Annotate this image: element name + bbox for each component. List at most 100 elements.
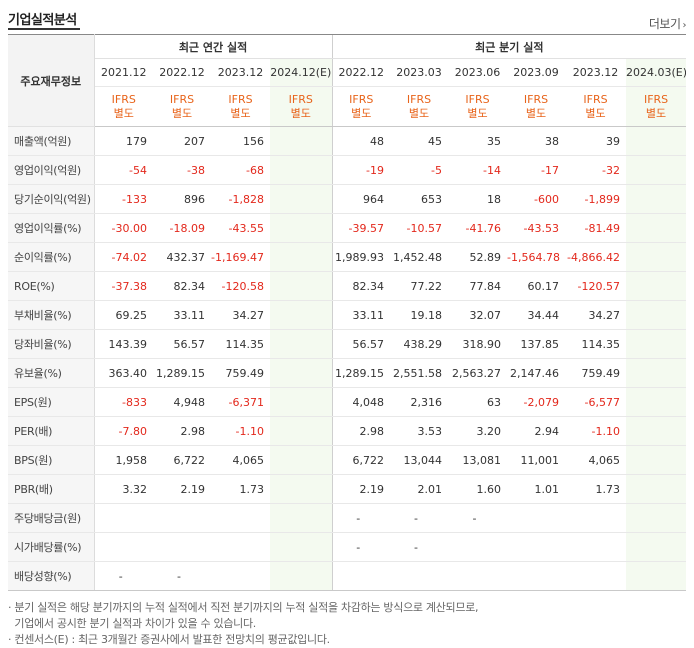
value-cell: 38 [507,126,566,156]
row-label: PER(배) [8,416,95,446]
value-cell: -6,577 [565,387,627,417]
value-cell [270,445,333,475]
value-cell: -43.55 [211,213,270,243]
value-cell [626,155,687,185]
period-header: 2023.09 [507,58,566,87]
value-cell: 6,722 [153,445,211,475]
value-cell [270,474,333,504]
value-cell: 1,289.15 [331,358,391,388]
ifrs-standard: IFRS [288,92,313,106]
table-row: 영업이익(억원) -54 -38 -68 -19 -5 -14 -17 -32 [8,155,687,185]
more-link[interactable]: 더보기 › [649,15,687,32]
value-cell: 11,001 [507,445,566,475]
value-cell: -74.02 [94,242,153,272]
value-cell [507,561,566,591]
value-cell: 13,044 [390,445,449,475]
value-cell: -6,371 [211,387,270,417]
value-cell [270,271,333,301]
ifrs-type: 별도 [113,106,134,120]
value-cell: 964 [331,184,391,214]
table-row: BPS(원) 1,958 6,722 4,065 6,722 13,044 13,081 11… [8,445,687,475]
ifrs-badge: IFRS 별도 [448,86,508,127]
row-label: EPS(원) [8,387,95,417]
value-cell: 4,065 [565,445,627,475]
value-cell: 2,147.46 [507,358,566,388]
footnote-2: 기업에서 공시한 분기 실적과 차이가 있을 수 있습니다. [8,617,257,630]
value-cell [626,503,687,533]
value-cell [270,503,333,533]
value-cell: -81.49 [565,213,627,243]
row-label: ROE(%) [8,271,95,301]
footnote-3: · 컨센서스(E) : 최근 3개월간 증권사에서 발표한 전망치의 평균값입니… [8,633,330,646]
value-cell: -10.57 [390,213,449,243]
ifrs-standard: IFRS [349,92,374,106]
value-cell: -19 [331,155,391,185]
table-row: 영업이익률(%) -30.00 -18.09 -43.55 -39.57 -10.57 -4… [8,213,687,243]
value-cell: 318.90 [448,329,508,359]
period-header: 2022.12 [153,58,211,87]
value-cell: 39 [565,126,627,156]
ifrs-type: 별도 [525,106,547,120]
value-cell: 6,722 [331,445,391,475]
value-cell: 3.32 [94,474,153,504]
value-cell: 32.07 [448,300,508,330]
value-cell: - [94,561,153,591]
ifrs-row: IFRS 별도 IFRS 별도 IFRS 별도 IFRS 별도 IFRS 별도 IFRS 별도 IFRS… [8,86,687,127]
value-cell [626,271,687,301]
value-cell [448,532,508,562]
value-cell [270,300,333,330]
value-cell [626,387,687,417]
ifrs-type: 별도 [645,106,667,120]
value-cell: -5 [390,155,449,185]
value-cell [270,416,333,446]
value-cell: 77.22 [390,271,449,301]
period-header: 2023.12 [211,58,270,87]
value-cell: - [390,532,449,562]
ifrs-type: 별도 [467,106,488,120]
table-row: PBR(배) 3.32 2.19 1.73 2.19 2.01 1.60 1.01 1.73 [8,474,687,504]
value-cell [626,561,687,591]
ifrs-badge: IFRS 별도 [626,86,687,127]
value-cell: 2.94 [507,416,566,446]
value-cell: 2.19 [153,474,211,504]
title-underline [8,28,80,30]
ifrs-badge: IFRS 별도 [153,86,211,127]
value-cell [507,503,566,533]
value-cell: 2.19 [331,474,391,504]
value-cell: - [331,503,391,533]
value-cell [270,126,333,156]
period-header: 2024.03(E) [626,58,687,87]
value-cell: 56.57 [153,329,211,359]
row-label: 영업이익(억원) [8,155,95,185]
table-row: 당좌비율(%) 143.39 56.57 114.35 56.57 438.29 318.9… [8,329,687,359]
value-cell: 114.35 [211,329,270,359]
row-label: PBR(배) [8,474,95,504]
ifrs-type: 별도 [230,106,251,120]
value-cell: 156 [211,126,270,156]
ifrs-badge: IFRS 별도 [211,86,270,127]
value-cell: 438.29 [390,329,449,359]
ifrs-standard: IFRS [406,92,432,106]
value-cell [448,561,508,591]
value-cell [94,503,153,533]
ifrs-standard: IFRS [169,92,195,106]
row-label: 순이익률(%) [8,242,95,272]
value-cell [270,242,333,272]
value-cell: 69.25 [94,300,153,330]
quarter-group-header: 최근 분기 실적 [331,34,687,59]
value-cell: -4,866.42 [565,242,627,272]
value-cell: - [331,532,391,562]
value-cell [270,561,333,591]
value-cell [270,155,333,185]
ifrs-standard: IFRS [111,92,136,106]
value-cell: -18.09 [153,213,211,243]
value-cell: 143.39 [94,329,153,359]
value-cell: 33.11 [331,300,391,330]
ifrs-type: 별도 [585,106,606,120]
table-row: 유보율(%) 363.40 1,289.15 759.49 1,289.15 2,551.… [8,358,687,388]
value-cell: 18 [448,184,508,214]
ifrs-standard: IFRS [643,92,669,106]
value-cell: 1.73 [211,474,270,504]
value-cell: -133 [94,184,153,214]
row-label: 배당성향(%) [8,561,95,591]
